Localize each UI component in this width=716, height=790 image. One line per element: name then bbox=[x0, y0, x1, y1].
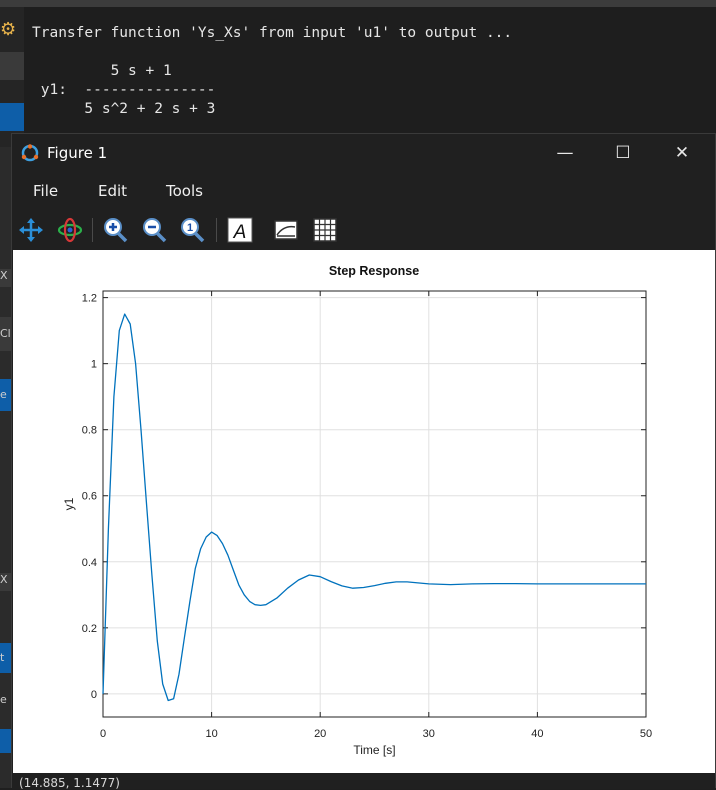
panel-selected-item[interactable] bbox=[0, 729, 11, 753]
svg-text:1: 1 bbox=[187, 222, 193, 234]
toolbar-separator bbox=[92, 218, 93, 242]
window-title: Figure 1 bbox=[47, 144, 108, 162]
maximize-button[interactable]: ☐ bbox=[615, 143, 631, 163]
grid-icon[interactable] bbox=[311, 216, 339, 244]
axes-box bbox=[102, 290, 647, 718]
octave-logo-icon bbox=[21, 144, 39, 162]
console-line: Transfer function 'Ys_Xs' from input 'u1… bbox=[32, 25, 513, 41]
left-panel-edge: X Cl e X t e bbox=[0, 147, 11, 788]
cursor-coordinates: (14.885, 1.1477) bbox=[19, 776, 120, 790]
close-button[interactable]: ✕ bbox=[674, 143, 690, 163]
console-side-panel: ⚙ bbox=[0, 7, 24, 147]
series-group bbox=[102, 313, 646, 702]
step-response-line bbox=[102, 313, 646, 702]
menu-edit[interactable]: Edit bbox=[98, 182, 128, 200]
zoom-in-icon[interactable] bbox=[101, 216, 129, 244]
y-tick-label: 0.2 bbox=[82, 623, 97, 635]
x-tick-label: 20 bbox=[314, 728, 326, 740]
top-strip bbox=[0, 0, 716, 7]
menu-tools[interactable]: Tools bbox=[166, 182, 203, 200]
y-tick-label: 0.8 bbox=[82, 425, 97, 437]
zoom-reset-icon[interactable]: 1 bbox=[178, 216, 206, 244]
status-bar: (14.885, 1.1477) bbox=[12, 773, 715, 790]
text-icon[interactable]: A bbox=[226, 216, 254, 244]
grid-lines bbox=[102, 291, 647, 717]
panel-item[interactable]: e bbox=[0, 693, 7, 706]
panel-tab[interactable]: Cl bbox=[0, 317, 11, 351]
figure-toolbar: 1 A bbox=[12, 210, 715, 250]
menu-bar: File Edit Tools bbox=[12, 174, 715, 208]
y-tick-label: 0.6 bbox=[82, 491, 97, 503]
side-panel-block[interactable] bbox=[0, 52, 24, 80]
tf-fraction-line: y1: --------------- bbox=[32, 82, 216, 98]
axes-icon[interactable] bbox=[272, 216, 300, 244]
y-tick-label: 1 bbox=[91, 359, 97, 371]
tf-numerator: 5 s + 1 bbox=[32, 63, 172, 79]
x-tick-label: 40 bbox=[531, 728, 543, 740]
minimize-button[interactable]: — bbox=[556, 143, 574, 163]
side-panel-selected-block[interactable] bbox=[0, 103, 24, 131]
x-tick-label: 10 bbox=[205, 728, 217, 740]
y-axis-label: y1 bbox=[62, 497, 76, 510]
octave-command-window[interactable]: ⚙ Transfer function 'Ys_Xs' from input '… bbox=[0, 7, 716, 147]
y-tick-label: 0 bbox=[91, 689, 97, 701]
tf-denominator: 5 s^2 + 2 s + 3 bbox=[32, 101, 216, 117]
x-axis-label: Time [s] bbox=[353, 743, 395, 757]
gear-icon[interactable]: ⚙ bbox=[0, 19, 17, 40]
figure-window: Figure 1 — ☐ ✕ File Edit Tools bbox=[11, 133, 716, 790]
axis-ticks: 0 10 20 30 40 50 0 0.2 0.4 0.6 0.8 1 1.2 bbox=[82, 291, 652, 740]
console-output: Transfer function 'Ys_Xs' from input 'u1… bbox=[32, 24, 512, 119]
step-response-chart[interactable]: Step Response 0 10 20 30 40 50 0 0.2 0.4 0.6 0.8 1 1… bbox=[13, 250, 715, 773]
rotate-icon[interactable] bbox=[56, 216, 84, 244]
menu-file[interactable]: File bbox=[33, 182, 59, 200]
panel-close-icon[interactable]: X bbox=[0, 573, 11, 591]
plot-canvas[interactable]: Step Response 0 10 20 30 40 50 0 0.2 0.4 0.6 0.8 1 1… bbox=[13, 250, 715, 773]
pan-icon[interactable] bbox=[17, 216, 45, 244]
y-tick-label: 0.4 bbox=[82, 557, 97, 569]
panel-close-icon[interactable]: X bbox=[0, 269, 11, 287]
chart-title: Step Response bbox=[329, 264, 419, 278]
zoom-out-icon[interactable] bbox=[140, 216, 168, 244]
x-tick-label: 30 bbox=[423, 728, 435, 740]
title-bar[interactable]: Figure 1 — ☐ ✕ bbox=[12, 134, 715, 172]
svg-text:A: A bbox=[233, 222, 247, 243]
panel-selected-item[interactable]: t bbox=[0, 643, 11, 673]
panel-selected-item[interactable]: e bbox=[0, 379, 11, 411]
toolbar-separator bbox=[216, 218, 217, 242]
x-tick-label: 0 bbox=[100, 728, 106, 740]
y-tick-label: 1.2 bbox=[82, 293, 97, 305]
x-tick-label: 50 bbox=[640, 728, 652, 740]
